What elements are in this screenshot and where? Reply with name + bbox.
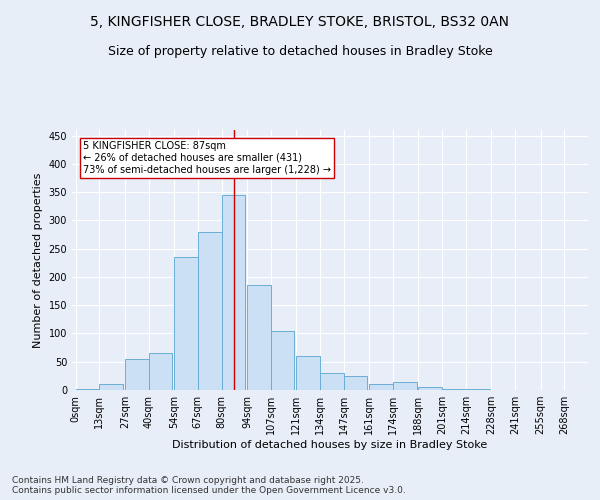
Bar bbox=[76, 389, 100, 390]
Text: Contains HM Land Registry data © Crown copyright and database right 2025.
Contai: Contains HM Land Registry data © Crown c… bbox=[12, 476, 406, 495]
Bar bbox=[466, 389, 490, 390]
Bar bbox=[369, 384, 393, 390]
Bar bbox=[247, 286, 271, 390]
Bar bbox=[320, 373, 344, 390]
X-axis label: Distribution of detached houses by size in Bradley Stoke: Distribution of detached houses by size … bbox=[172, 440, 488, 450]
Bar bbox=[418, 387, 442, 390]
Bar bbox=[393, 382, 416, 390]
Bar bbox=[174, 257, 198, 390]
Bar bbox=[221, 195, 245, 390]
Bar bbox=[296, 356, 320, 390]
Bar bbox=[344, 376, 367, 390]
Bar bbox=[149, 354, 172, 390]
Y-axis label: Number of detached properties: Number of detached properties bbox=[33, 172, 43, 348]
Bar bbox=[100, 384, 123, 390]
Bar bbox=[198, 232, 221, 390]
Bar bbox=[125, 359, 149, 390]
Bar bbox=[442, 389, 466, 390]
Text: 5 KINGFISHER CLOSE: 87sqm
← 26% of detached houses are smaller (431)
73% of semi: 5 KINGFISHER CLOSE: 87sqm ← 26% of detac… bbox=[83, 142, 331, 174]
Text: Size of property relative to detached houses in Bradley Stoke: Size of property relative to detached ho… bbox=[107, 45, 493, 58]
Text: 5, KINGFISHER CLOSE, BRADLEY STOKE, BRISTOL, BS32 0AN: 5, KINGFISHER CLOSE, BRADLEY STOKE, BRIS… bbox=[91, 15, 509, 29]
Bar bbox=[271, 330, 295, 390]
